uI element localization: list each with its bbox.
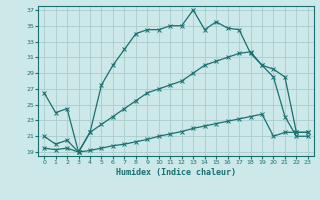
X-axis label: Humidex (Indice chaleur): Humidex (Indice chaleur) bbox=[116, 168, 236, 177]
